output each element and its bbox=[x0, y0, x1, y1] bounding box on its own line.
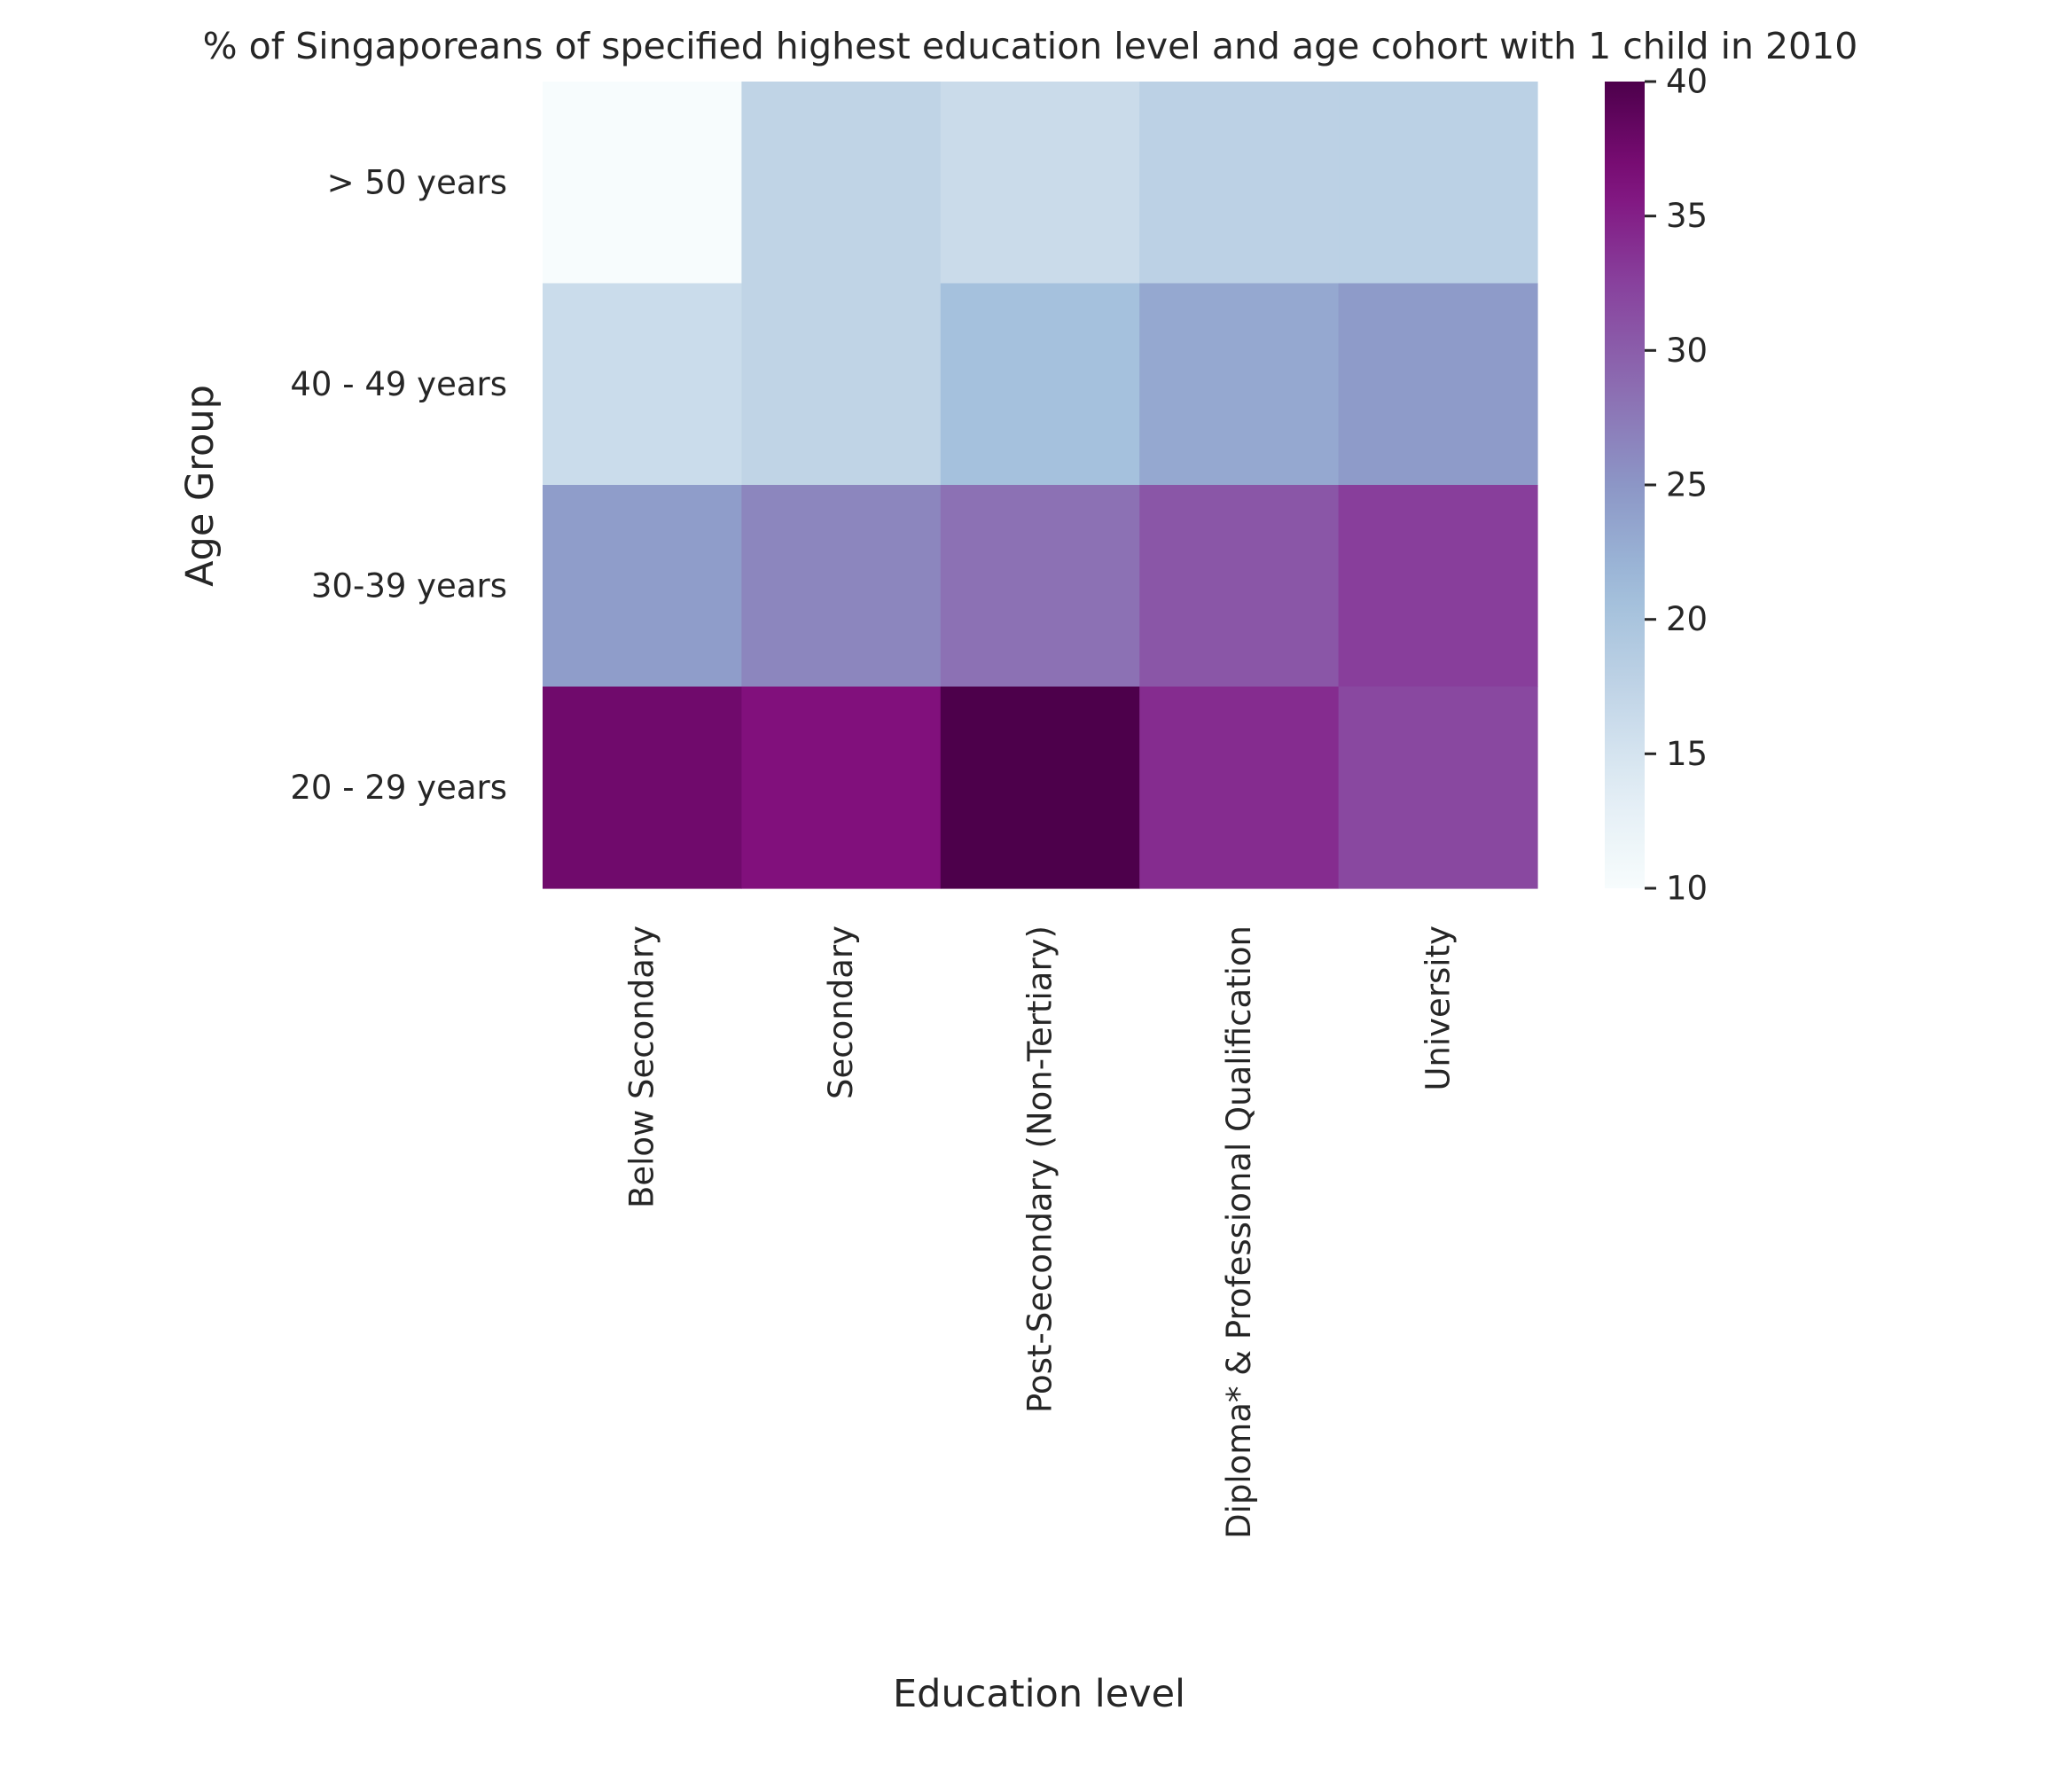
x-tick-label: Below Secondary bbox=[623, 925, 661, 1208]
x-tick-label: University bbox=[1419, 925, 1457, 1091]
heatmap-cell bbox=[1338, 82, 1538, 285]
heatmap-cell bbox=[741, 283, 942, 486]
heatmap-cell bbox=[940, 686, 1140, 889]
colorbar-tick-label: 15 bbox=[1666, 735, 1708, 773]
heatmap-cell bbox=[543, 686, 742, 889]
heatmap-cell bbox=[741, 686, 942, 889]
x-axis-label: Education level bbox=[893, 1672, 1185, 1716]
x-tick-labels: Below Secondary Secondary Post-Secondary (… bbox=[623, 925, 1458, 1539]
heatmap-cell bbox=[741, 82, 942, 285]
y-tick-label: > 50 years bbox=[327, 163, 507, 201]
heatmap-cell bbox=[1139, 82, 1340, 285]
colorbar-gradient bbox=[1605, 82, 1645, 888]
heatmap-cell bbox=[940, 283, 1140, 486]
heatmap-cell bbox=[1338, 283, 1538, 486]
heatmap-cell bbox=[940, 82, 1140, 285]
heatmap-cell bbox=[1139, 686, 1340, 889]
chart-title: % of Singaporeans of specified highest e… bbox=[203, 25, 1858, 67]
y-axis-label: Age Group bbox=[178, 385, 223, 587]
y-tick-label: 30-39 years bbox=[311, 566, 507, 605]
heatmap-cell bbox=[1338, 686, 1538, 889]
y-tick-label: 40 - 49 years bbox=[290, 365, 507, 403]
heatmap-cells bbox=[543, 82, 1538, 889]
x-tick-label: Diploma* & Professional Qualification bbox=[1220, 925, 1258, 1539]
heatmap-cell bbox=[543, 485, 742, 688]
colorbar-tick-label: 20 bbox=[1666, 600, 1708, 638]
heatmap-cell bbox=[1139, 485, 1340, 688]
heatmap-cell bbox=[543, 283, 742, 486]
colorbar-tick-label: 30 bbox=[1666, 332, 1708, 370]
colorbar-tick-label: 10 bbox=[1666, 870, 1708, 908]
y-tick-label: 20 - 29 years bbox=[290, 769, 507, 807]
x-tick-label: Post-Secondary (Non-Tertiary) bbox=[1021, 925, 1059, 1413]
heatmap-cell bbox=[940, 485, 1140, 688]
colorbar: 10 15 20 25 30 35 40 bbox=[1605, 63, 1708, 908]
heatmap-cell bbox=[741, 485, 942, 688]
x-tick-label: Secondary bbox=[822, 925, 860, 1099]
heatmap-cell bbox=[543, 82, 742, 285]
colorbar-tick-label: 25 bbox=[1666, 466, 1708, 504]
heatmap-cell bbox=[1139, 283, 1340, 486]
colorbar-tick-label: 35 bbox=[1666, 197, 1708, 235]
colorbar-tick-label: 40 bbox=[1666, 63, 1708, 101]
heatmap-cell bbox=[1338, 485, 1538, 688]
y-tick-labels: > 50 years 40 - 49 years 30-39 years 20 - 2… bbox=[290, 163, 507, 807]
